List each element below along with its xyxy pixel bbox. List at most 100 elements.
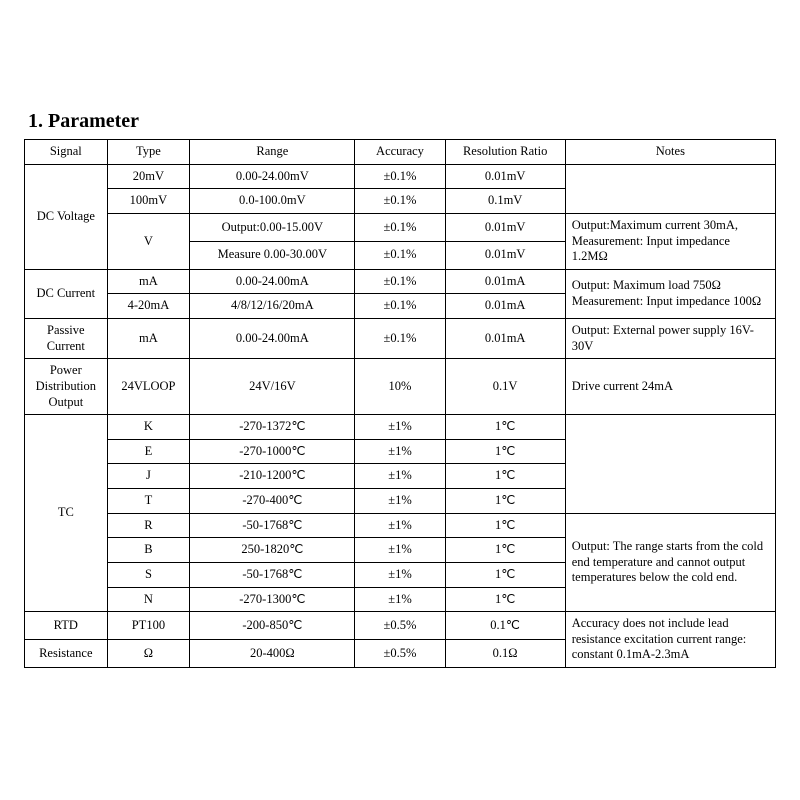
cell-resolution: 0.01mV [445,213,565,241]
cell-type: mA [107,319,190,359]
table-row: V Output:0.00-15.00V ±0.1% 0.01mV Output… [25,213,776,241]
cell-notes-blank [565,415,775,514]
parameter-table: Signal Type Range Accuracy Resolution Ra… [24,139,776,668]
col-resolution: Resolution Ratio [445,140,565,165]
cell-accuracy: ±0.5% [355,612,445,640]
cell-accuracy: ±0.1% [355,241,445,269]
cell-accuracy: ±0.1% [355,213,445,241]
cell-resolution: 1℃ [445,439,565,464]
cell-resolution: 1℃ [445,489,565,514]
table-row: TC K -270-1372℃ ±1% 1℃ [25,415,776,440]
cell-notes: Drive current 24mA [565,359,775,415]
cell-accuracy: 10% [355,359,445,415]
cell-range: 250-1820℃ [190,538,355,563]
cell-range: -50-1768℃ [190,562,355,587]
col-notes: Notes [565,140,775,165]
cell-accuracy: ±1% [355,562,445,587]
table-row: RTD PT100 -200-850℃ ±0.5% 0.1℃ Accuracy … [25,612,776,640]
cell-accuracy: ±1% [355,489,445,514]
cell-resolution: 0.01mA [445,269,565,294]
cell-resolution: 0.01mA [445,319,565,359]
cell-accuracy: ±0.1% [355,164,445,189]
cell-signal: RTD [25,612,108,640]
cell-resolution: 1℃ [445,464,565,489]
cell-type: K [107,415,190,440]
cell-range: 4/8/12/16/20mA [190,294,355,319]
cell-type: J [107,464,190,489]
cell-type: B [107,538,190,563]
col-range: Range [190,140,355,165]
cell-range: Measure 0.00-30.00V [190,241,355,269]
cell-accuracy: ±0.1% [355,269,445,294]
cell-resolution: 0.01mV [445,241,565,269]
cell-signal: DC Current [25,269,108,318]
cell-type: E [107,439,190,464]
cell-notes: Output: The range starts from the cold e… [565,513,775,612]
cell-signal: Passive Current [25,319,108,359]
cell-range: Output:0.00-15.00V [190,213,355,241]
cell-type: V [107,213,190,269]
cell-resolution: 0.1Ω [445,640,565,668]
cell-resolution: 1℃ [445,513,565,538]
section-heading: 1. Parameter [28,110,776,133]
cell-range: 0.00-24.00mA [190,319,355,359]
cell-type: 4-20mA [107,294,190,319]
cell-resolution: 0.1V [445,359,565,415]
cell-range: -210-1200℃ [190,464,355,489]
table-header-row: Signal Type Range Accuracy Resolution Ra… [25,140,776,165]
cell-range: -270-1372℃ [190,415,355,440]
cell-type: mA [107,269,190,294]
cell-type: S [107,562,190,587]
cell-range: 0.00-24.00mV [190,164,355,189]
cell-resolution: 1℃ [445,415,565,440]
cell-signal: TC [25,415,108,612]
cell-notes: Output: External power supply 16V-30V [565,319,775,359]
cell-signal: Resistance [25,640,108,668]
cell-accuracy: ±1% [355,538,445,563]
cell-range: -270-1300℃ [190,587,355,612]
cell-accuracy: ±0.1% [355,319,445,359]
cell-type: N [107,587,190,612]
cell-resolution: 0.01mV [445,164,565,189]
cell-range: -50-1768℃ [190,513,355,538]
cell-accuracy: ±1% [355,439,445,464]
col-type: Type [107,140,190,165]
cell-type: R [107,513,190,538]
cell-type: PT100 [107,612,190,640]
table-row: Passive Current mA 0.00-24.00mA ±0.1% 0.… [25,319,776,359]
cell-type: T [107,489,190,514]
cell-range: 0.0-100.0mV [190,189,355,214]
table-row: R -50-1768℃ ±1% 1℃ Output: The range sta… [25,513,776,538]
cell-signal: Power Distribution Output [25,359,108,415]
cell-notes: Accuracy does not include lead resistanc… [565,612,775,668]
cell-range: -270-400℃ [190,489,355,514]
cell-type: 20mV [107,164,190,189]
cell-range: -270-1000℃ [190,439,355,464]
table-row: DC Voltage 20mV 0.00-24.00mV ±0.1% 0.01m… [25,164,776,189]
cell-notes: Output:Maximum current 30mA, Measurement… [565,213,775,269]
cell-notes-blank [565,164,775,213]
table-row: DC Current mA 0.00-24.00mA ±0.1% 0.01mA … [25,269,776,294]
cell-resolution: 0.1mV [445,189,565,214]
col-accuracy: Accuracy [355,140,445,165]
cell-accuracy: ±0.1% [355,189,445,214]
cell-accuracy: ±1% [355,415,445,440]
cell-range: 0.00-24.00mA [190,269,355,294]
cell-range: 24V/16V [190,359,355,415]
cell-accuracy: ±1% [355,513,445,538]
cell-type: 24VLOOP [107,359,190,415]
cell-resolution: 1℃ [445,587,565,612]
cell-type: Ω [107,640,190,668]
cell-resolution: 1℃ [445,562,565,587]
cell-type: 100mV [107,189,190,214]
cell-accuracy: ±0.5% [355,640,445,668]
table-row: Power Distribution Output 24VLOOP 24V/16… [25,359,776,415]
cell-resolution: 0.01mA [445,294,565,319]
col-signal: Signal [25,140,108,165]
cell-accuracy: ±0.1% [355,294,445,319]
cell-range: -200-850℃ [190,612,355,640]
cell-resolution: 0.1℃ [445,612,565,640]
cell-accuracy: ±1% [355,587,445,612]
cell-notes: Output: Maximum load 750Ω Measurement: I… [565,269,775,318]
cell-accuracy: ±1% [355,464,445,489]
